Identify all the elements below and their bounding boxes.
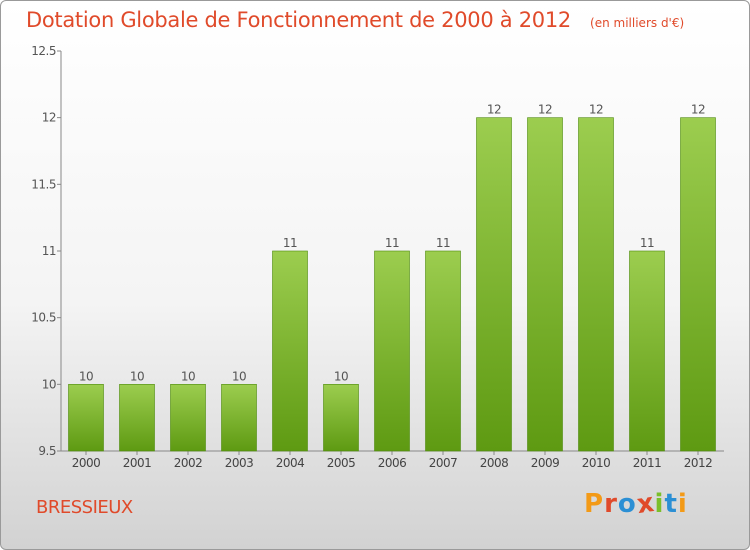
data-label: 12 <box>487 103 501 117</box>
y-tick-label: 12 <box>42 111 56 125</box>
bar <box>119 384 155 452</box>
data-label: 11 <box>640 236 654 250</box>
data-label: 11 <box>385 236 399 250</box>
x-tick-label: 2012 <box>684 456 713 470</box>
data-label: 12 <box>589 103 603 117</box>
chart-subtitle: (en milliers d'€) <box>590 16 685 30</box>
data-label: 12 <box>538 103 552 117</box>
x-tick-label: 2001 <box>123 456 152 470</box>
x-tick-label: 2006 <box>378 456 407 470</box>
data-label: 10 <box>181 369 195 383</box>
logo-letter: t <box>664 489 678 519</box>
bar <box>68 384 104 452</box>
bar <box>527 117 563 452</box>
x-tick-label: 2003 <box>225 456 254 470</box>
chart-axes: 9.5 10 10.5 11 11.5 12 12.5 2000 2001 2002 2003 200… <box>31 44 724 470</box>
data-label: 10 <box>334 369 348 383</box>
data-label: 10 <box>232 369 246 383</box>
proxiti-logo: Proxiti <box>584 487 688 521</box>
chart-title: Dotation Globale de Fonctionnement de 20… <box>26 8 571 32</box>
y-tick-label: 12.5 <box>31 44 56 58</box>
bar <box>323 384 359 452</box>
y-tick-label: 11 <box>42 244 56 258</box>
x-tick-label: 2010 <box>582 456 611 470</box>
chart-value-labels: 10 10 10 10 11 10 11 11 12 12 12 11 12 <box>79 103 706 384</box>
bar <box>629 250 665 452</box>
x-tick-label: 2008 <box>480 456 509 470</box>
y-tick-label: 11.5 <box>31 177 56 191</box>
data-label: 10 <box>79 369 93 383</box>
logo-letter: P <box>584 489 605 519</box>
bar <box>221 384 257 452</box>
bar <box>578 117 614 452</box>
title-row: Dotation Globale de Fonctionnement de 20… <box>26 8 684 32</box>
bar <box>170 384 206 452</box>
x-tick-label: 2004 <box>276 456 305 470</box>
logo-letter: i <box>677 489 688 519</box>
x-tick-label: 2009 <box>531 456 560 470</box>
data-label: 11 <box>283 236 297 250</box>
logo-letter: r <box>604 489 618 519</box>
commune-name: BRESSIEUX <box>36 497 133 518</box>
data-label: 10 <box>130 369 144 383</box>
logo-letter: x <box>634 487 657 521</box>
logo-letter: o <box>617 489 637 519</box>
logo-letter: i <box>654 489 665 519</box>
bar <box>680 117 716 452</box>
data-label: 12 <box>691 103 705 117</box>
data-label: 11 <box>436 236 450 250</box>
chart-bars <box>68 117 716 452</box>
x-tick-label: 2011 <box>633 456 662 470</box>
x-tick-label: 2007 <box>429 456 458 470</box>
x-tick-label: 2000 <box>72 456 101 470</box>
x-tick-label: 2002 <box>174 456 203 470</box>
y-tick-label: 10 <box>42 377 56 391</box>
y-tick-label: 10.5 <box>31 311 56 325</box>
bar <box>272 250 308 452</box>
y-tick-label: 9.5 <box>38 444 56 458</box>
bar <box>425 250 461 452</box>
x-tick-label: 2005 <box>327 456 356 470</box>
bar <box>374 250 410 452</box>
bar <box>476 117 512 452</box>
